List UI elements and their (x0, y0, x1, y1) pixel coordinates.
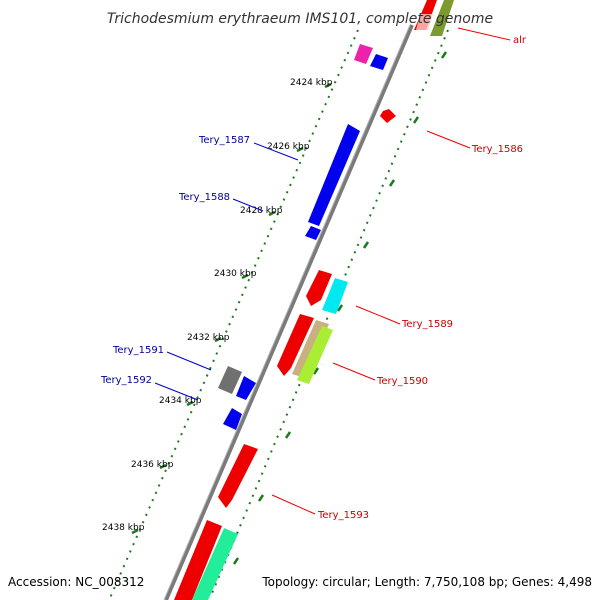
gene-tery1590-lime[interactable] (297, 326, 333, 384)
gene-tery1591[interactable] (218, 366, 242, 394)
outer-track-dotted (209, 29, 449, 599)
gene-magenta[interactable] (354, 44, 373, 64)
map-title: Trichodesmium erythraeum IMS101, complet… (107, 11, 493, 27)
gene-tery1590-red[interactable] (277, 314, 314, 376)
gene-tery1589-cyan[interactable] (322, 278, 348, 314)
kbp-label: 2438 kbp (102, 523, 145, 533)
gene-label[interactable]: Tery_1593 (317, 510, 369, 521)
gene-label[interactable]: alr (513, 35, 527, 46)
gene-label[interactable]: Tery_1592 (100, 375, 152, 386)
gene-tery1587[interactable] (308, 124, 360, 226)
gene-tery1592[interactable] (223, 408, 242, 430)
reverse-genes (218, 44, 388, 430)
gene-label[interactable]: Tery_1586 (471, 144, 523, 155)
outer-track-tick-marks (232, 51, 448, 565)
gene-olive[interactable] (430, 0, 454, 36)
gene-tery1591-blue[interactable] (236, 376, 256, 400)
reverse-leaders (154, 142, 299, 401)
forward-genes (174, 0, 454, 600)
gene-label[interactable]: Tery_1590 (376, 376, 428, 387)
gene-tery1586[interactable] (380, 109, 396, 123)
topology-text: Topology: circular; Length: 7,750,108 bp… (261, 575, 592, 589)
forward-leaders (271, 27, 511, 515)
kbp-tick-marks (131, 82, 332, 535)
kbp-label: 2436 kbp (131, 460, 174, 470)
gene-blue-small[interactable] (370, 54, 388, 70)
gene-tery1588[interactable] (305, 226, 321, 240)
gene-label[interactable]: Tery_1591 (112, 345, 164, 356)
gene-label[interactable]: Tery_1589 (401, 319, 453, 330)
gene-bottom-red[interactable] (174, 520, 222, 600)
kbp-label: 2434 kbp (159, 396, 202, 406)
gene-tery1589-red[interactable] (306, 270, 332, 306)
kbp-label: 2428 kbp (240, 206, 283, 216)
accession-text: Accession: NC_008312 (8, 575, 144, 589)
gene-alr-pale[interactable] (416, 14, 433, 30)
genome-backbone (164, 24, 414, 600)
gene-label[interactable]: Tery_1588 (178, 192, 230, 203)
kbp-label: 2424 kbp (290, 78, 333, 88)
kbp-label: 2426 kbp (267, 142, 310, 152)
kbp-label: 2432 kbp (187, 333, 230, 343)
genome-backbone-highlight (163, 24, 411, 600)
gene-tery1593[interactable] (218, 444, 258, 508)
kbp-label: 2430 kbp (214, 269, 257, 279)
gene-label[interactable]: Tery_1587 (198, 135, 250, 146)
gene-bottom-green[interactable] (192, 528, 238, 600)
